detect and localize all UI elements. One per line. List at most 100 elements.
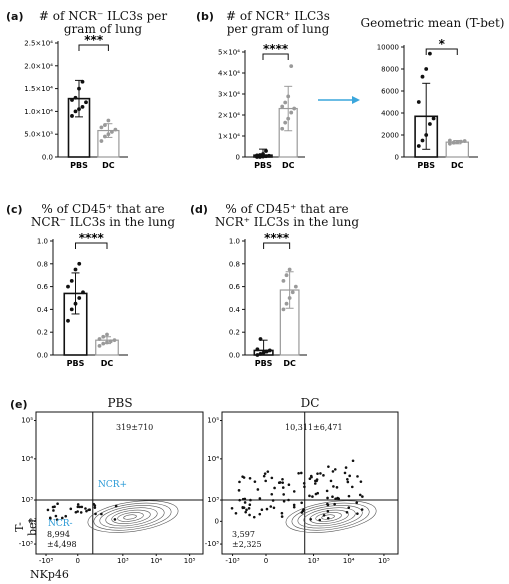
- flow-frame: [35, 411, 204, 555]
- event-dot: [322, 514, 326, 517]
- data-point: [112, 338, 117, 343]
- data-point: [264, 149, 268, 153]
- density-contour: [285, 500, 377, 533]
- category-label: PBS: [70, 161, 88, 170]
- event-dot: [53, 505, 56, 508]
- event-dot: [281, 481, 284, 484]
- event-dot: [350, 485, 354, 489]
- density-contour: [315, 512, 342, 522]
- data-point: [289, 64, 294, 69]
- event-dot: [314, 492, 318, 496]
- event-dot: [273, 486, 276, 490]
- significance-bracket: [75, 242, 108, 249]
- event-dot: [359, 480, 363, 483]
- data-point: [73, 109, 78, 114]
- data-point: [289, 110, 294, 115]
- data-point: [255, 353, 260, 357]
- event-dot: [271, 499, 275, 502]
- chart-title-b: # of NCR⁺ ILC3s per gram of lung: [226, 9, 330, 36]
- dc-lower-left-stat-2: ±2,325: [232, 540, 262, 549]
- data-point: [284, 301, 289, 306]
- event-dot: [346, 480, 350, 484]
- y-tick-label: 2×10⁴: [218, 112, 240, 120]
- data-point: [77, 296, 82, 300]
- bar-chart-2: 0 2000 4000 6000 8000 10000 PBS DC *: [377, 37, 478, 170]
- event-dot: [355, 501, 359, 505]
- event-dot: [269, 505, 273, 508]
- event-dot: [347, 494, 351, 498]
- y-tick-label: 0.8: [229, 260, 240, 268]
- bar-chart-4: 0.0 0.2 0.4 0.6 0.8 1.0 PBS DC ****: [229, 231, 307, 368]
- density-contour: [309, 509, 349, 524]
- event-dot: [49, 517, 52, 520]
- data-point: [431, 116, 436, 121]
- y-tick-label: 2000: [381, 132, 399, 140]
- y-tick-label: 2.0×10⁴: [24, 62, 53, 70]
- data-point: [290, 290, 295, 295]
- data-point: [77, 86, 81, 91]
- pbs-lower-left-stat-2: ±4,498: [47, 540, 77, 549]
- significance-label: *: [439, 37, 446, 51]
- event-dot: [60, 516, 64, 520]
- data-point: [69, 279, 74, 283]
- event-dot: [302, 481, 306, 485]
- y-tick-label: 1.5×10⁴: [24, 85, 53, 93]
- event-dot: [69, 507, 73, 511]
- event-dot: [253, 480, 257, 483]
- panel-label-b: (b): [196, 10, 214, 23]
- data-point: [280, 126, 285, 131]
- flow-x-tick-label: 10⁴: [343, 557, 355, 565]
- event-dot: [282, 499, 286, 503]
- event-dot: [247, 507, 251, 510]
- flow-y-tick-label: -10³: [19, 540, 33, 548]
- data-point: [69, 307, 74, 312]
- flow-y-tick-label: 0: [29, 517, 33, 525]
- density-contour: [105, 507, 158, 527]
- category-label: PBS: [254, 161, 272, 170]
- y-tick-label: 4×10⁴: [218, 70, 240, 78]
- y-tick-label: 5×10⁴: [218, 49, 240, 57]
- event-dot: [300, 471, 303, 475]
- pbs-ncr-pos-label: NCR+: [98, 480, 128, 490]
- density-contour: [111, 509, 151, 524]
- y-tick-label: 8000: [381, 66, 399, 74]
- event-dot: [334, 497, 337, 501]
- event-dot: [281, 486, 285, 489]
- significance-label: ***: [84, 33, 104, 47]
- event-dot: [56, 502, 59, 506]
- flow-x-tick-label: 10⁵: [378, 557, 390, 565]
- data-point: [113, 127, 118, 132]
- event-dot: [315, 478, 319, 481]
- event-dot: [270, 476, 274, 480]
- event-dot: [311, 495, 314, 498]
- event-dot: [260, 508, 264, 512]
- dc-upper-right-stat: 10,311±6,471: [285, 423, 343, 432]
- category-label: PBS: [255, 359, 273, 368]
- significance-label: ****: [263, 42, 289, 56]
- event-dot: [356, 475, 359, 478]
- event-dot: [55, 518, 59, 521]
- data-point: [420, 138, 425, 143]
- flow-x-tick-label: 10³: [308, 557, 320, 565]
- y-tick-label: 0.0: [229, 352, 240, 360]
- event-dot: [263, 472, 267, 475]
- event-dot: [303, 485, 306, 489]
- event-dot: [85, 509, 88, 513]
- event-dot: [297, 471, 300, 475]
- event-dot: [292, 503, 296, 507]
- y-tick-label: 1×10⁴: [218, 133, 240, 141]
- event-dot: [287, 498, 290, 502]
- chart-title-tbet: Geometric mean (T-bet): [360, 16, 505, 30]
- density-contour: [87, 500, 179, 533]
- data-point: [77, 107, 81, 112]
- y-tick-label: 4000: [381, 110, 399, 118]
- event-dot: [76, 505, 80, 509]
- chart-title-d: % of CD45⁺ that are NCR⁺ ILC3s in the lu…: [214, 202, 360, 229]
- y-tick-label: 2.5×10⁴: [24, 40, 53, 48]
- flow-x-tick-label: 0: [76, 557, 80, 565]
- data-point: [110, 130, 114, 134]
- category-label: DC: [451, 161, 464, 170]
- data-point: [255, 347, 260, 352]
